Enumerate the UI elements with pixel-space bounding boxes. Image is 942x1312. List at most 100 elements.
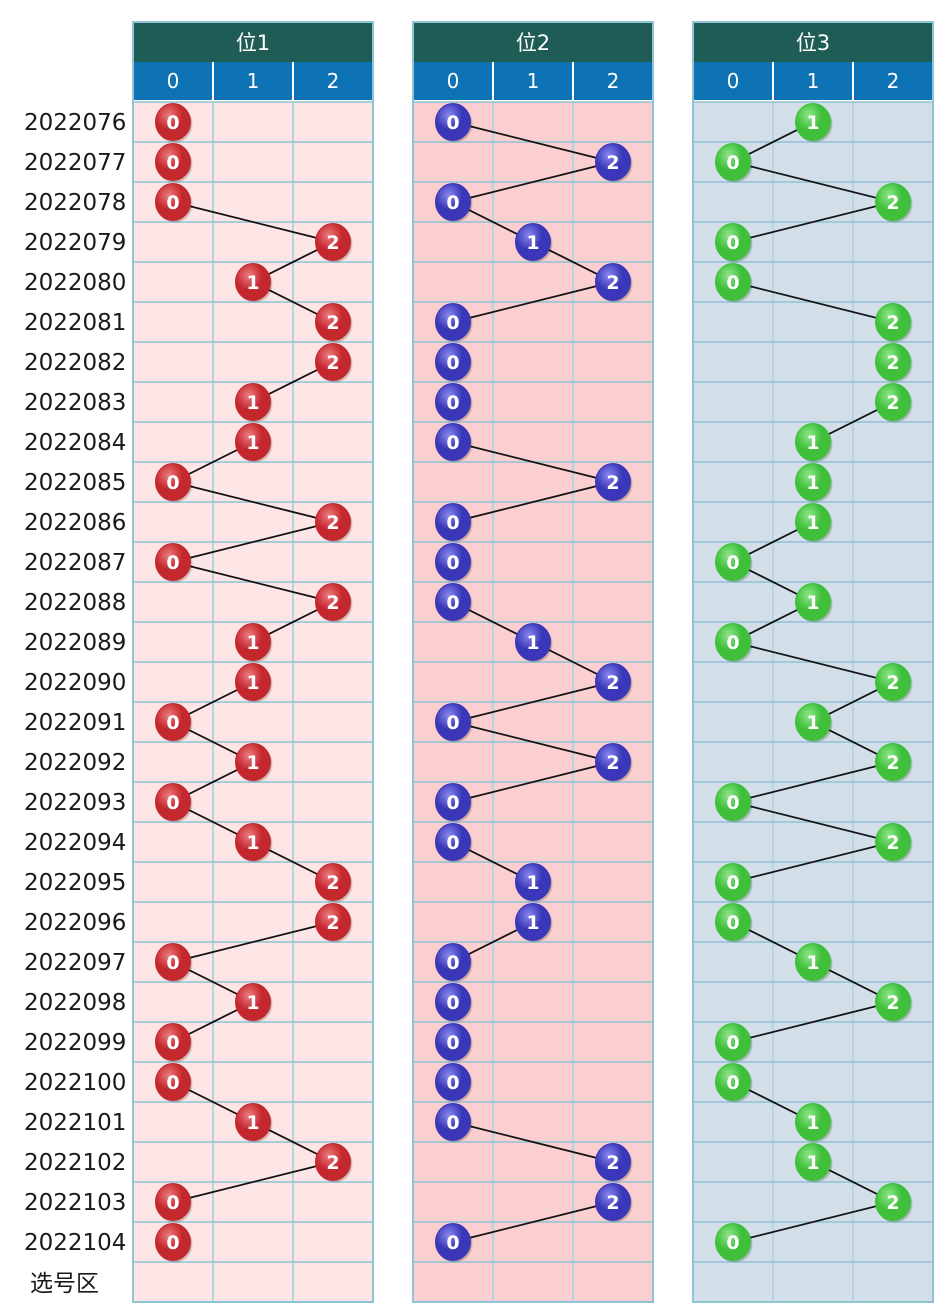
data-point-ball: 0 — [155, 183, 193, 223]
period-label: 2022092 — [24, 750, 126, 776]
ball-body — [715, 143, 751, 181]
period-label: 2022097 — [24, 950, 126, 976]
data-point-ball: 0 — [155, 783, 193, 823]
ball-value: 1 — [526, 232, 539, 254]
period-label: 2022102 — [24, 1150, 126, 1176]
column-header-0: 0 — [447, 69, 460, 93]
data-point-ball: 0 — [435, 823, 473, 863]
ball-body — [795, 423, 831, 461]
ball-body — [875, 823, 911, 861]
ball-body — [155, 143, 191, 181]
data-point-ball: 0 — [435, 543, 473, 583]
period-label: 2022099 — [24, 1030, 126, 1056]
ball-body — [875, 303, 911, 341]
data-point-ball: 1 — [235, 423, 273, 463]
ball-body — [155, 543, 191, 581]
panel-title-bar — [693, 22, 933, 62]
column-header-1: 1 — [247, 69, 260, 93]
ball-body — [435, 103, 471, 141]
ball-value: 2 — [326, 312, 339, 334]
ball-value: 1 — [526, 912, 539, 934]
ball-value: 2 — [606, 752, 619, 774]
ball-value: 2 — [326, 512, 339, 534]
ball-body — [715, 1223, 751, 1261]
ball-value: 1 — [806, 1112, 819, 1134]
ball-value: 1 — [806, 112, 819, 134]
ball-body — [315, 863, 351, 901]
ball-value: 0 — [166, 1032, 179, 1054]
trend-line-segment — [452, 481, 614, 523]
ball-body — [315, 343, 351, 381]
period-label: 2022087 — [24, 550, 126, 576]
data-point-ball: 0 — [435, 183, 473, 223]
ball-value: 2 — [606, 272, 619, 294]
data-point-ball: 0 — [155, 1223, 193, 1263]
ball-body — [595, 263, 631, 301]
ball-value: 0 — [446, 1232, 459, 1254]
ball-value: 0 — [446, 792, 459, 814]
trend-line-segment — [172, 521, 334, 563]
ball-body — [595, 663, 631, 701]
trend-line-segment — [732, 1201, 894, 1243]
trend-line-segment — [452, 441, 614, 483]
period-label: 2022088 — [24, 590, 126, 616]
panel-border — [692, 21, 934, 1303]
period-label: 2022090 — [24, 670, 126, 696]
ball-value: 1 — [526, 632, 539, 654]
ball-value: 1 — [246, 272, 259, 294]
ball-body — [795, 703, 831, 741]
ball-body — [155, 183, 191, 221]
ball-value: 0 — [446, 432, 459, 454]
data-point-ball: 0 — [435, 343, 473, 383]
period-label: 2022103 — [24, 1190, 126, 1216]
ball-body — [155, 703, 191, 741]
data-point-ball: 0 — [155, 103, 193, 143]
ball-value: 0 — [726, 272, 739, 294]
data-point-ball: 2 — [595, 1183, 633, 1223]
ball-body — [235, 823, 271, 861]
data-point-ball: 0 — [155, 943, 193, 983]
ball-value: 0 — [166, 712, 179, 734]
trend-line-segment — [452, 681, 614, 723]
period-label: 2022091 — [24, 710, 126, 736]
trend-line-segment — [172, 1161, 334, 1203]
ball-body — [155, 1223, 191, 1261]
ball-value: 1 — [246, 992, 259, 1014]
ball-body — [155, 1183, 191, 1221]
ball-value: 0 — [726, 912, 739, 934]
ball-body — [515, 223, 551, 261]
data-point-ball: 1 — [795, 943, 833, 983]
ball-value: 2 — [326, 872, 339, 894]
data-point-ball: 2 — [315, 503, 353, 543]
ball-value: 0 — [446, 552, 459, 574]
trend-line-segment — [452, 281, 614, 323]
data-point-ball: 0 — [155, 143, 193, 183]
column-header-0: 0 — [727, 69, 740, 93]
data-point-ball: 2 — [595, 463, 633, 503]
data-point-ball: 1 — [235, 983, 273, 1023]
ball-value: 1 — [806, 712, 819, 734]
ball-value: 2 — [326, 592, 339, 614]
column-header-1: 1 — [527, 69, 540, 93]
column-header-bar — [693, 62, 933, 100]
period-label: 2022098 — [24, 990, 126, 1016]
column-header-2: 2 — [327, 69, 340, 93]
data-point-ball: 0 — [715, 1063, 753, 1103]
ball-body — [435, 423, 471, 461]
ball-body — [795, 1103, 831, 1141]
ball-body — [795, 1143, 831, 1181]
panel-title: 位3 — [796, 31, 830, 55]
ball-body — [435, 543, 471, 581]
data-point-ball: 1 — [235, 823, 273, 863]
ball-value: 1 — [246, 752, 259, 774]
period-label: 2022079 — [24, 230, 126, 256]
data-point-ball: 0 — [155, 1063, 193, 1103]
data-point-ball: 1 — [795, 1143, 833, 1183]
ball-body — [515, 903, 551, 941]
ball-value: 1 — [806, 952, 819, 974]
ball-body — [435, 943, 471, 981]
ball-value: 1 — [246, 1112, 259, 1134]
ball-value: 1 — [806, 592, 819, 614]
period-label: 2022101 — [24, 1110, 126, 1136]
